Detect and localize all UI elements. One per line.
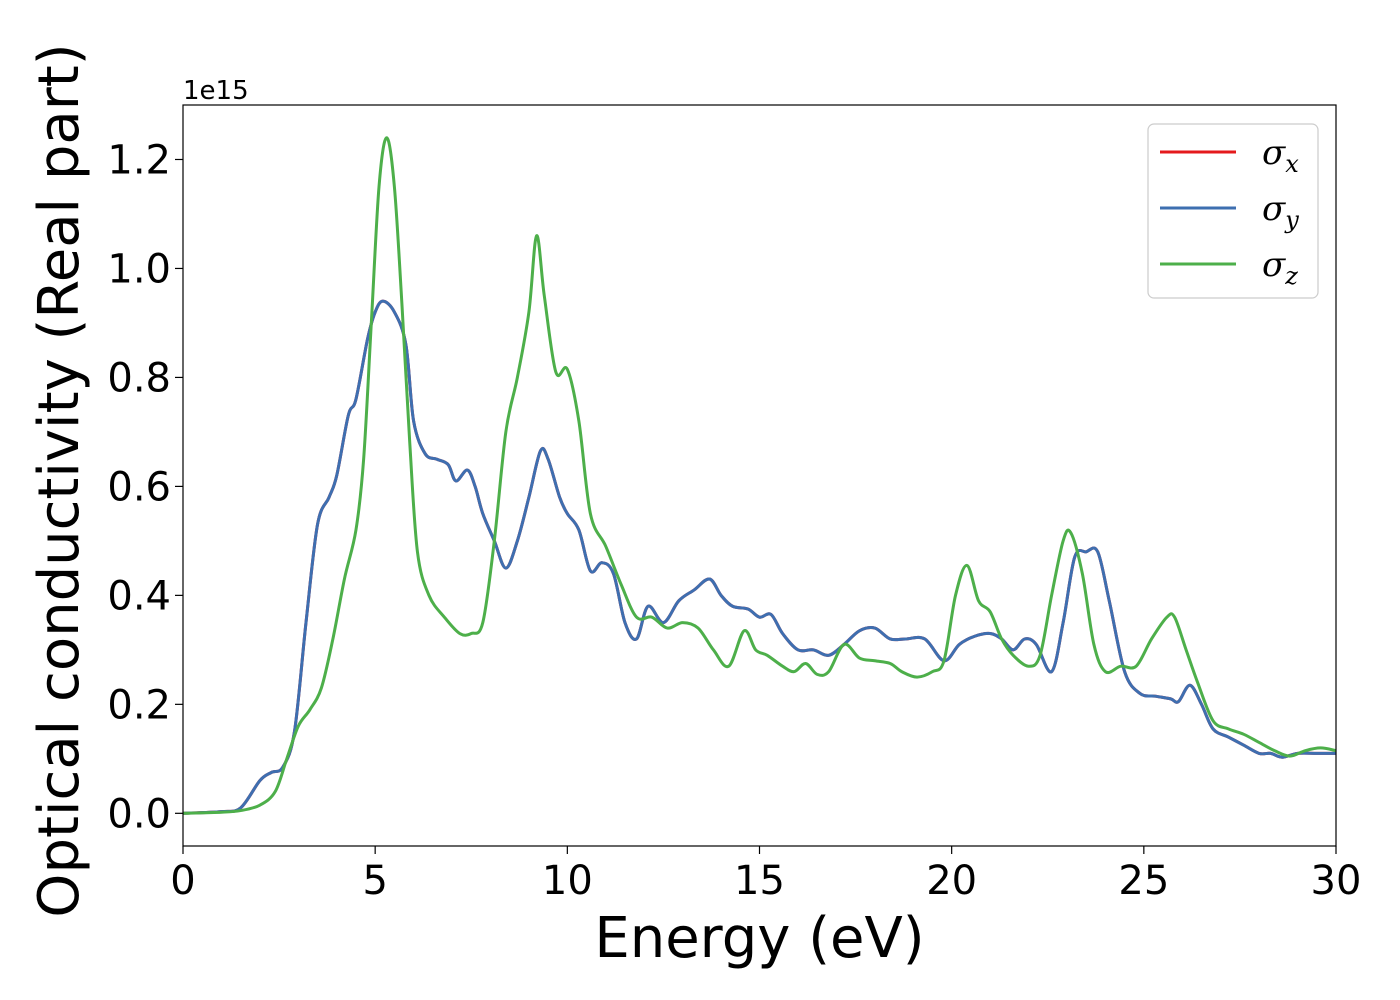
series-line-3: [183, 136, 1336, 815]
x-tick-label: 25: [1118, 858, 1169, 904]
y-tick-label: 1.0: [107, 246, 171, 292]
x-tick-label: 15: [734, 858, 785, 904]
series-line-1: [183, 299, 1336, 815]
series-lines: [183, 136, 1336, 815]
y-tick-label: 0.0: [107, 791, 171, 837]
legend-label: σy: [1262, 189, 1299, 234]
x-axis-title: Energy (eV): [594, 906, 924, 971]
y-tick-label: 0.4: [107, 573, 171, 619]
x-tick-label: 30: [1311, 858, 1362, 904]
y-tick-label: 0.2: [107, 682, 171, 728]
legend-box: [1147, 123, 1319, 299]
x-tick-label: 10: [542, 858, 593, 904]
y-axis-title: Optical conductivity (Real part): [27, 43, 92, 917]
y-tick-label: 0.6: [107, 464, 171, 510]
y-tick-label: 0.8: [107, 355, 171, 401]
y-axis-ticks: 0.0 0.2 0.4 0.6 0.8 1.0 1.2: [107, 137, 183, 837]
x-tick-label: 0: [170, 858, 195, 904]
series-line-2: [183, 299, 1336, 815]
x-tick-label: 5: [362, 858, 387, 904]
legend-label: σz: [1262, 245, 1298, 290]
y-tick-label: 1.2: [107, 137, 171, 183]
x-axis-ticks: 0 5 10 15 20 25 30: [170, 846, 1361, 904]
x-tick-label: 20: [926, 858, 977, 904]
legend: σx σy σz: [1147, 123, 1319, 299]
legend-label: σx: [1262, 133, 1299, 178]
y-offset-label: 1e15: [183, 76, 249, 106]
